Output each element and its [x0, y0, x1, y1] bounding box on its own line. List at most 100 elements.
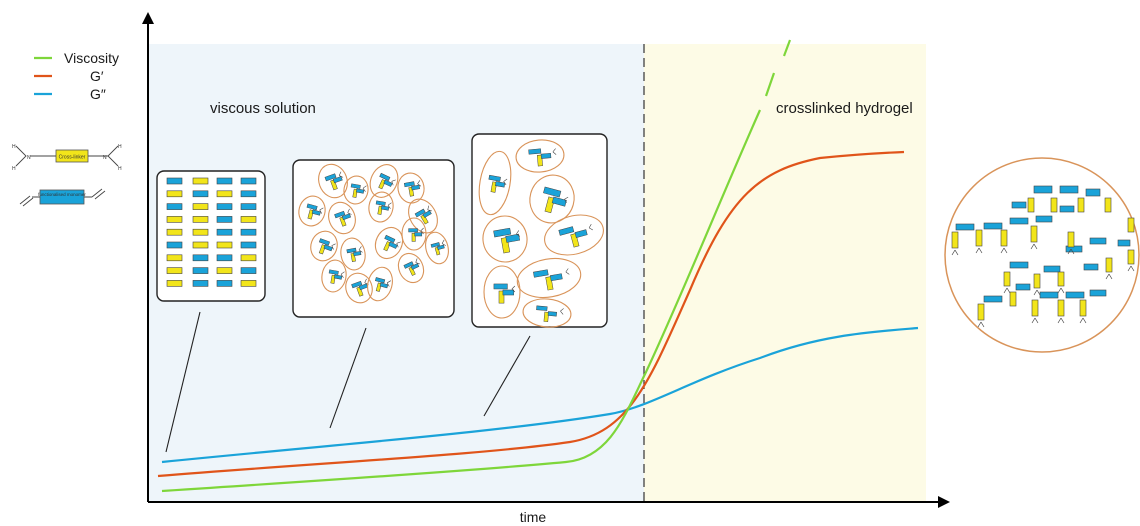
inset-monomers [166, 177, 257, 287]
monomer-block [403, 181, 415, 188]
monomer-block [166, 177, 183, 185]
pointer-line [483, 335, 531, 417]
monomer-block [436, 244, 445, 250]
cluster-contents [403, 258, 420, 276]
cluster-contents [383, 234, 401, 252]
cluster-contents [378, 172, 396, 190]
crosslinker-block [192, 203, 209, 210]
cluster-outline [345, 272, 373, 304]
crosslinker-block [240, 280, 257, 287]
monomer-block [411, 184, 420, 191]
monomer-block [558, 226, 575, 236]
monomer-block [355, 188, 365, 194]
cluster-outline [425, 231, 449, 265]
end-group [347, 208, 352, 215]
end-group [1067, 248, 1075, 255]
end-group [1031, 317, 1039, 324]
monomer-block [324, 173, 337, 182]
monomer-block [955, 223, 975, 231]
monomer-block [353, 251, 362, 257]
end-group [396, 241, 401, 248]
monomer-block [414, 232, 423, 237]
monomer-block [1059, 185, 1079, 194]
monomer-block [192, 254, 209, 262]
monomer-block [192, 267, 209, 274]
amine-n-label: N [103, 155, 107, 161]
end-group [951, 249, 959, 256]
monomer-block [318, 238, 330, 246]
crosslinker-block [1079, 299, 1087, 317]
monomer-block [408, 228, 418, 233]
end-group [564, 196, 569, 204]
cluster-contents [493, 283, 516, 304]
inset-large-clusters-box [471, 133, 608, 328]
end-group [552, 148, 557, 155]
monomer-block [166, 241, 183, 249]
monomer-block [350, 183, 361, 189]
monomer-block [1009, 261, 1029, 269]
end-group [588, 224, 593, 231]
monomer-block [383, 179, 393, 187]
component-key: Cross-linker H N H N H H functionalised … [12, 144, 122, 207]
end-group [391, 179, 396, 186]
end-group [420, 227, 424, 235]
monomer-block [192, 190, 209, 198]
monomer-block [1035, 215, 1053, 223]
cluster-outline [310, 230, 338, 262]
cluster-contents [346, 246, 363, 262]
crosslinker-block [1050, 197, 1058, 213]
cluster-outline [397, 252, 425, 284]
end-group [417, 180, 422, 187]
monomer-block [380, 205, 390, 211]
crosslinker-block [216, 267, 233, 274]
viscosity-curve [161, 109, 762, 493]
crosslinker-block [240, 254, 257, 262]
monomer-block [1083, 263, 1099, 271]
cluster-outline [522, 298, 572, 328]
monomer-block [1033, 185, 1053, 194]
end-group [1127, 265, 1135, 272]
crosslinker-block [951, 231, 959, 249]
g-prime-curve [157, 150, 905, 478]
monomer-block [379, 172, 391, 182]
monomer-block [240, 267, 257, 274]
end-group [338, 171, 344, 178]
crosslinker-block [318, 244, 326, 255]
monomer-block [430, 242, 441, 248]
crosslinker-block [166, 254, 183, 262]
crosslinker-block [356, 286, 364, 297]
monomer-block [1011, 201, 1027, 209]
monomer-block [493, 283, 508, 290]
crosslinker-block [411, 233, 416, 242]
cluster-outline [516, 257, 582, 299]
crosslinker-block [240, 216, 257, 223]
end-group [340, 271, 345, 278]
monomer-block [379, 282, 389, 289]
cluster-outline [515, 139, 565, 173]
cluster-outline [367, 266, 393, 302]
amine-n-label: N [27, 155, 31, 161]
monomer-block [375, 200, 386, 206]
end-group [1057, 287, 1065, 294]
cluster-outline [482, 215, 528, 263]
cluster-contents [528, 148, 557, 167]
end-group [319, 207, 324, 214]
monomer-block [1089, 237, 1107, 245]
monomer-block [323, 244, 333, 252]
monomer-block [216, 216, 233, 223]
monomer-block [488, 174, 501, 182]
cluster-contents [306, 203, 324, 220]
monomer-block [341, 213, 352, 221]
end-group [516, 230, 521, 237]
inset-large-clusters [478, 139, 604, 328]
legend-label-viscosity: Viscosity [64, 50, 119, 66]
crosslinker-block [1105, 257, 1113, 273]
crosslinker-block [420, 214, 429, 225]
inset-monomers-box [156, 170, 266, 302]
crosslinker-block [192, 228, 209, 236]
end-group [415, 258, 420, 265]
cluster-outline [401, 217, 427, 251]
monomer-block [540, 153, 552, 159]
monomer-block [240, 228, 257, 236]
cluster-contents [328, 269, 345, 284]
